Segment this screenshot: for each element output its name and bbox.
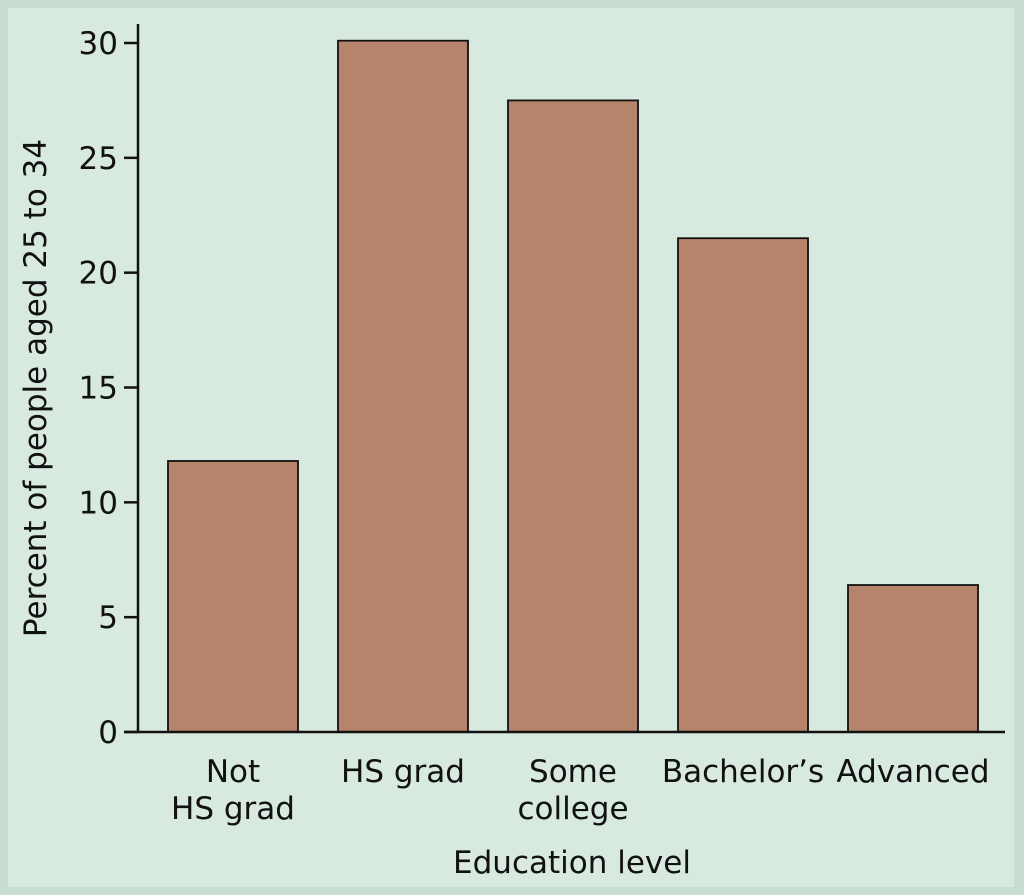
y-tick-label: 10 [79, 485, 118, 521]
y-tick-label: 15 [79, 371, 118, 407]
y-axis-label: Percent of people aged 25 to 34 [18, 139, 54, 637]
y-tick-label: 30 [79, 26, 118, 62]
y-tick-label: 20 [79, 256, 118, 292]
x-tick-label: Bachelor’s [662, 754, 824, 790]
x-tick-label: Advanced [836, 754, 989, 790]
y-tick-label: 0 [98, 715, 118, 751]
x-tick-label-line: HS grad [341, 754, 465, 790]
x-tick-label: HS grad [341, 754, 465, 790]
bar [507, 99, 639, 733]
bar [677, 237, 809, 733]
y-tick-label: 5 [98, 600, 118, 636]
x-tick-label-line: college [517, 791, 628, 827]
x-axis-label: Education level [453, 845, 691, 881]
axes-layer [124, 24, 1005, 734]
bar [337, 39, 469, 733]
x-tick-label: Some college [517, 754, 628, 827]
bar [167, 460, 299, 733]
x-tick-label: Not HS grad [171, 754, 295, 827]
x-tick-label-line: HS grad [171, 791, 295, 827]
x-tick-label-line: Not [206, 754, 260, 790]
x-tick-label-line: Bachelor’s [662, 754, 824, 790]
y-ticks-layer: 0 5 10 15 20 25 30 [79, 26, 138, 751]
bars-layer [167, 39, 979, 733]
x-tick-label-line: Advanced [836, 754, 989, 790]
x-tick-label-line: Some [529, 754, 617, 790]
y-tick-label: 25 [79, 141, 118, 177]
bar [847, 584, 979, 733]
